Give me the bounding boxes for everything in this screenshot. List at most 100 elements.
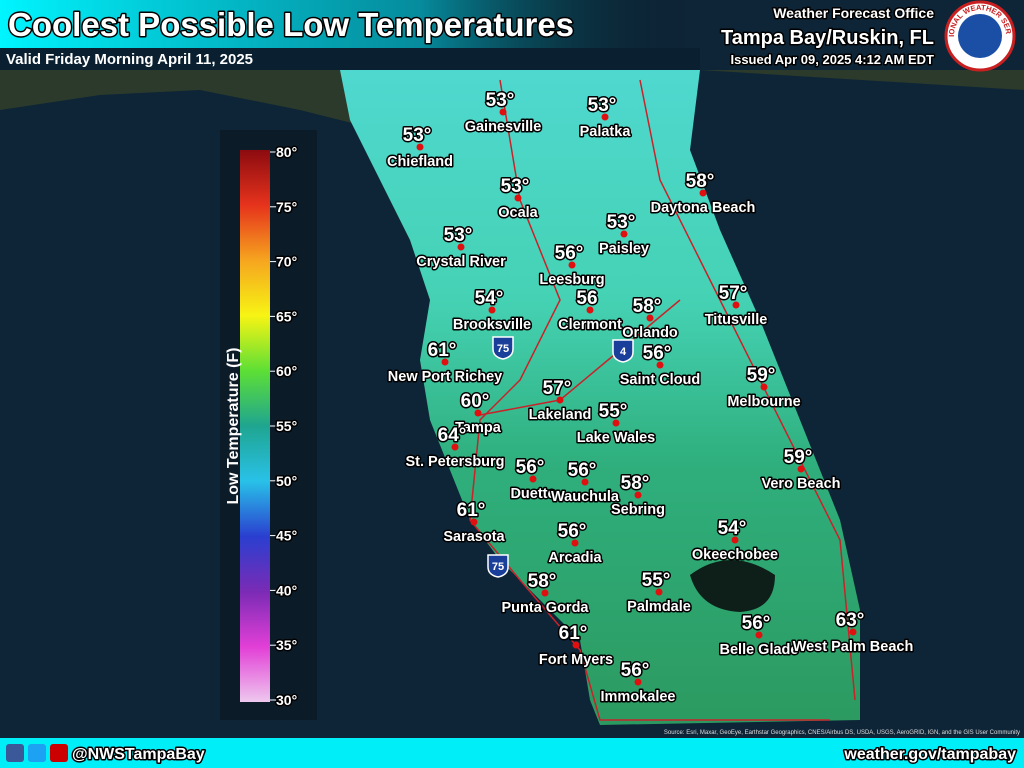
city-dot (760, 383, 768, 391)
roads (469, 79, 856, 721)
city-dot (488, 306, 496, 314)
facebook-icon[interactable] (6, 744, 24, 762)
temperature: 56° (568, 460, 597, 481)
cities: 53° Gainesville 53° Palatka 53° Chiefland 53° O… (385, 89, 914, 707)
city-name: Okeechobee (692, 547, 778, 563)
temperature: 56° (516, 457, 545, 478)
temperature: 53° (403, 125, 432, 146)
temperature: 55° (599, 401, 628, 422)
attribution: Source: Esri, Maxar, GeoEye, Earthstar G… (664, 730, 1020, 736)
city-name: West Palm Beach (793, 639, 914, 655)
interstate-shields: 75 4 75 (487, 336, 634, 578)
title: Coolest Possible Low Temperatures (8, 6, 574, 43)
city-name: Clermont (558, 317, 622, 333)
city-dot (655, 588, 663, 596)
city-name: Orlando (622, 325, 678, 341)
temperature: 53° (444, 225, 473, 246)
tick-label: 70° (276, 254, 297, 270)
city-name: Duette (510, 486, 555, 502)
city-dot (441, 358, 449, 366)
city-dot (612, 419, 620, 427)
shield-label: 75 (497, 343, 509, 355)
issued: Issued Apr 09, 2025 4:12 AM EDT (730, 52, 934, 67)
temperature: 56° (558, 521, 587, 542)
city-dot (457, 243, 465, 251)
tick-label: 40° (276, 582, 297, 598)
legend-title: Low Temperature (F) (225, 347, 242, 504)
temperature: 56 (576, 288, 597, 309)
city-name: Tampa (455, 420, 502, 436)
subtitle: Valid Friday Morning April 11, 2025 (6, 51, 253, 68)
city-dot (581, 478, 589, 486)
city-name: Ocala (498, 205, 538, 221)
office-name: Tampa Bay/Ruskin, FL (721, 27, 934, 49)
city-name: Brooksville (453, 317, 531, 333)
temperature: 57° (543, 378, 572, 399)
city-name: St. Petersburg (405, 454, 504, 470)
city-dot (620, 230, 628, 238)
nws-logo-center (958, 14, 1002, 58)
temperature: 56° (555, 243, 584, 264)
temperature: 55° (642, 570, 671, 591)
tick-label: 55° (276, 418, 297, 434)
tick-label: 35° (276, 637, 297, 653)
city-dot (634, 491, 642, 499)
city-name: Daytona Beach (651, 200, 756, 216)
city-name: Paisley (599, 241, 649, 257)
city-dot (634, 678, 642, 686)
city-dot (451, 443, 459, 451)
city-dot (529, 475, 537, 483)
city-name: Sebring (611, 502, 665, 518)
temperature: 56° (643, 343, 672, 364)
shield (487, 554, 509, 578)
subheader-band (0, 48, 700, 70)
shield (612, 339, 634, 363)
temperature: 53° (501, 176, 530, 197)
city-dot (541, 589, 549, 597)
twitter-icon[interactable] (28, 744, 46, 762)
shield (492, 336, 514, 360)
website[interactable]: weather.gov/tampabay (842, 745, 1018, 765)
city-name: Palatka (580, 124, 632, 140)
city-dot (731, 536, 739, 544)
city-dot (571, 539, 579, 547)
tick-label: 80° (276, 144, 297, 160)
tick-label: 45° (276, 528, 297, 544)
city-name: Titusville (705, 312, 768, 328)
temperature: 59° (747, 365, 776, 386)
city-dot (514, 194, 522, 202)
georgia-land (0, 70, 1024, 130)
office-label: Weather Forecast Office (773, 5, 934, 21)
city-dot (797, 465, 805, 473)
city-name: Crystal River (416, 254, 506, 270)
shield-label: 75 (492, 561, 504, 573)
tick-label: 50° (276, 473, 297, 489)
city-name: Immokalee (601, 689, 676, 705)
temperature: 61° (559, 623, 588, 644)
temperature: 57° (719, 283, 748, 304)
temperature: 58° (621, 473, 650, 494)
city-name: Arcadia (548, 550, 602, 566)
city-dot (499, 108, 507, 116)
temperature: 61° (457, 500, 486, 521)
city-name: Fort Myers (539, 652, 613, 668)
city-dot (556, 396, 564, 404)
temperature: 64° (438, 425, 467, 446)
city-dot (656, 361, 664, 369)
social-handle[interactable]: @NWSTampaBay (71, 745, 207, 765)
youtube-icon[interactable] (50, 744, 68, 762)
temperature: 63° (836, 610, 865, 631)
city-dot (416, 143, 424, 151)
city-dot (572, 641, 580, 649)
city-name: Melbourne (727, 394, 800, 410)
temperature: 60° (461, 391, 490, 412)
city-name: Lake Wales (577, 430, 655, 446)
temperature: 53° (486, 90, 515, 111)
city-dot (586, 306, 594, 314)
city-name: Saint Cloud (620, 372, 701, 388)
temperature: 56° (742, 613, 771, 634)
tick-label: 30° (276, 692, 297, 708)
temperature: 56° (621, 660, 650, 681)
city-dot (470, 518, 478, 526)
